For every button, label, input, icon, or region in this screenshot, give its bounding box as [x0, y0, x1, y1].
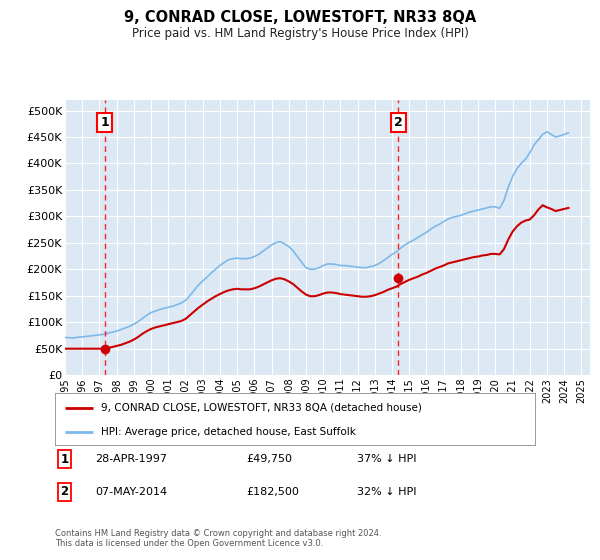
Text: 2: 2 [61, 486, 68, 498]
Text: 37% ↓ HPI: 37% ↓ HPI [357, 454, 416, 464]
Text: 1: 1 [101, 116, 109, 129]
Text: 07-MAY-2014: 07-MAY-2014 [95, 487, 167, 497]
Text: 32% ↓ HPI: 32% ↓ HPI [357, 487, 416, 497]
Text: 2: 2 [394, 116, 403, 129]
Text: 1: 1 [61, 453, 68, 466]
Text: 28-APR-1997: 28-APR-1997 [95, 454, 167, 464]
Text: 9, CONRAD CLOSE, LOWESTOFT, NR33 8QA (detached house): 9, CONRAD CLOSE, LOWESTOFT, NR33 8QA (de… [101, 403, 421, 413]
Text: £182,500: £182,500 [246, 487, 299, 497]
Text: HPI: Average price, detached house, East Suffolk: HPI: Average price, detached house, East… [101, 427, 355, 437]
Text: £49,750: £49,750 [246, 454, 292, 464]
Text: 9, CONRAD CLOSE, LOWESTOFT, NR33 8QA: 9, CONRAD CLOSE, LOWESTOFT, NR33 8QA [124, 10, 476, 25]
Text: Contains HM Land Registry data © Crown copyright and database right 2024.
This d: Contains HM Land Registry data © Crown c… [55, 529, 382, 548]
Text: Price paid vs. HM Land Registry's House Price Index (HPI): Price paid vs. HM Land Registry's House … [131, 27, 469, 40]
